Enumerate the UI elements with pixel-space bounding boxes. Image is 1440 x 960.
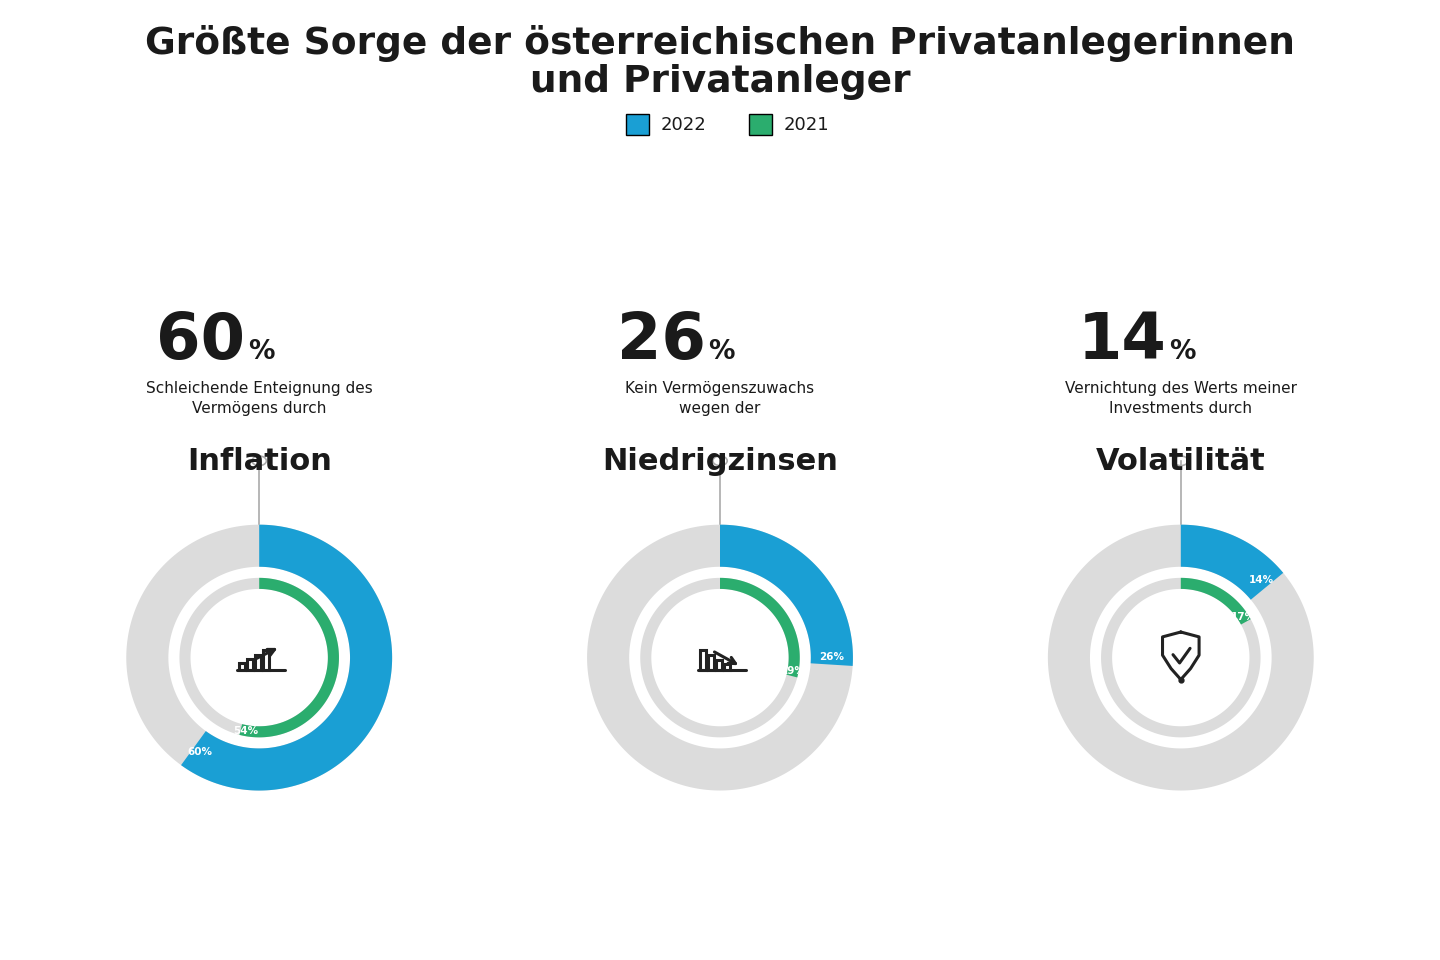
- Text: %: %: [248, 339, 274, 366]
- Bar: [255, 655, 261, 669]
- Bar: [724, 664, 730, 669]
- Circle shape: [215, 613, 304, 702]
- Text: 17%: 17%: [1231, 612, 1256, 622]
- Circle shape: [675, 613, 765, 702]
- Text: 54%: 54%: [233, 726, 258, 735]
- Text: 14: 14: [1077, 310, 1166, 372]
- Polygon shape: [1090, 566, 1272, 749]
- Text: Vernichtung des Werts meiner
Investments durch: Vernichtung des Werts meiner Investments…: [1064, 381, 1297, 416]
- Bar: [264, 650, 269, 669]
- Polygon shape: [181, 525, 392, 790]
- Text: und Privatanleger: und Privatanleger: [530, 63, 910, 100]
- Text: Inflation: Inflation: [187, 447, 331, 476]
- Polygon shape: [127, 525, 392, 790]
- Text: 2021: 2021: [783, 116, 829, 133]
- Text: %: %: [1169, 339, 1195, 366]
- Polygon shape: [629, 566, 811, 749]
- Polygon shape: [588, 525, 852, 790]
- Bar: [716, 660, 721, 669]
- Text: 60%: 60%: [187, 748, 213, 757]
- Bar: [708, 655, 714, 669]
- Polygon shape: [1181, 578, 1251, 625]
- Bar: [700, 650, 706, 669]
- Polygon shape: [1181, 525, 1283, 600]
- Polygon shape: [1048, 525, 1313, 790]
- Text: %: %: [708, 339, 734, 366]
- Text: 60: 60: [156, 310, 245, 372]
- Text: Größte Sorge der österreichischen Privatanlegerinnen: Größte Sorge der österreichischen Privat…: [145, 25, 1295, 61]
- Text: Kein Vermögenszuwachs
wegen der: Kein Vermögenszuwachs wegen der: [625, 381, 815, 416]
- Text: 2022: 2022: [661, 116, 707, 133]
- Bar: [239, 662, 245, 669]
- Text: 26%: 26%: [819, 652, 844, 661]
- Text: Schleichende Enteignung des
Vermögens durch: Schleichende Enteignung des Vermögens du…: [145, 381, 373, 416]
- Text: Niedrigzinsen: Niedrigzinsen: [602, 447, 838, 476]
- Polygon shape: [239, 578, 338, 737]
- Text: 29%: 29%: [780, 666, 805, 676]
- Text: Volatilität: Volatilität: [1096, 447, 1266, 476]
- Circle shape: [1136, 613, 1225, 702]
- Polygon shape: [720, 578, 799, 678]
- Bar: [248, 659, 253, 669]
- Polygon shape: [168, 566, 350, 749]
- Text: 14%: 14%: [1250, 575, 1274, 586]
- Text: 26: 26: [616, 310, 706, 372]
- Polygon shape: [720, 525, 852, 666]
